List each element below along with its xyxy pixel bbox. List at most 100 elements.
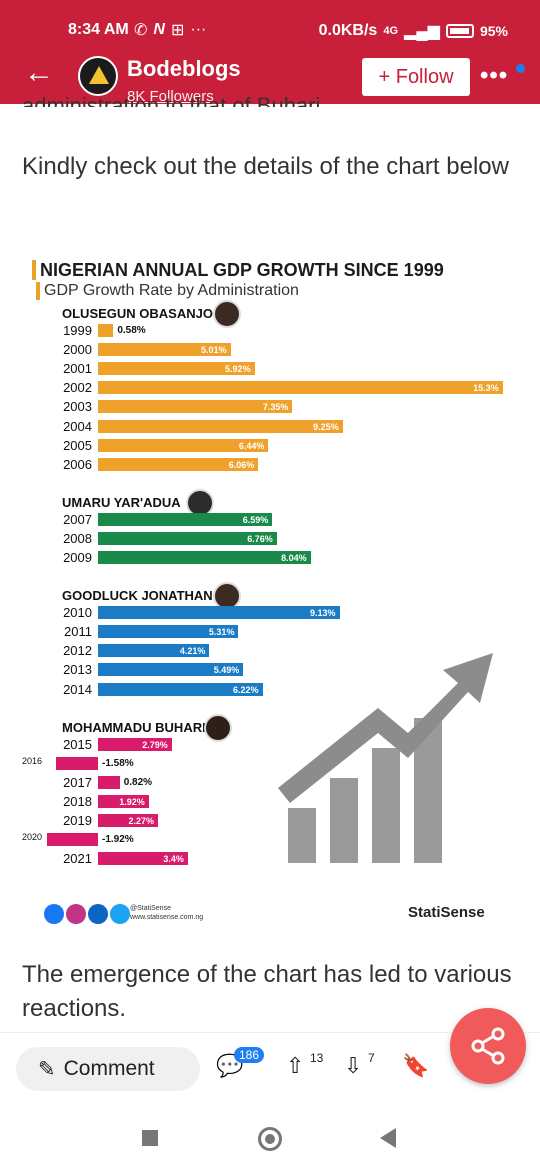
share-button[interactable] (450, 1008, 526, 1084)
bar-value-label: 6.44% (238, 440, 265, 451)
year-label: 2013 (63, 662, 92, 678)
downvote-count: 7 (368, 1051, 375, 1065)
article-cut-text: administration to that of Buhari (22, 93, 321, 107)
year-label: 2018 (63, 793, 92, 809)
gdp-bar (47, 833, 98, 847)
back-icon[interactable] (380, 1128, 396, 1148)
bar-value-label: 5.92% (225, 364, 251, 375)
back-arrow-icon[interactable]: ← (24, 56, 54, 89)
admin-heading: OLUSEGUN OBASANJO (62, 306, 213, 321)
source-url: www.statisense.com.ng (130, 914, 204, 921)
bar-value-label: 2.27% (128, 816, 155, 826)
bar-value-label: 6.76% (247, 533, 273, 544)
notification-icons: ✆ N ⊞ ··· (134, 20, 206, 40)
comment-count-badge: 186 (234, 1047, 265, 1063)
bar-value-label: 0.58% (117, 325, 146, 336)
gdp-bar (98, 457, 259, 471)
battery-icon (445, 24, 474, 38)
home-icon[interactable] (258, 1127, 282, 1151)
year-label: 2016 (21, 755, 42, 766)
whatsapp-icon: ✆ (134, 22, 148, 39)
gdp-bar (98, 531, 277, 545)
signal-4g-icon: 4G (383, 25, 399, 37)
comment-label: Comment (63, 1057, 155, 1080)
linkedin-icon (88, 904, 108, 924)
blog-header: ← Bodeblogs 8K Followers + Follow ••• (0, 50, 540, 105)
year-label: 2008 (63, 530, 92, 546)
comment-button[interactable]: ✎ Comment (16, 1047, 200, 1091)
gdp-bar (98, 794, 149, 808)
bar-value-label: -1.92% (102, 834, 134, 846)
downvote-icon[interactable]: ⇩ (344, 1053, 363, 1078)
bar-value-label: 15.3% (473, 383, 499, 394)
app-plus-icon: ⊞ (170, 22, 185, 39)
bar-value-label: 5.49% (213, 665, 240, 676)
bar-value-label: 6.06% (228, 459, 255, 470)
bar-value-label: 2.79% (142, 739, 168, 750)
bar-value-label: 7.35% (262, 402, 289, 413)
gdp-bar (98, 438, 269, 452)
more-options-icon[interactable]: ••• (480, 62, 509, 89)
year-label: 2019 (63, 813, 92, 828)
follow-button[interactable]: + Follow (362, 58, 470, 96)
upvote-count: 13 (310, 1051, 324, 1065)
gdp-bar (56, 756, 98, 770)
bar-value-label: 3.4% (163, 854, 184, 865)
year-label: 2020 (21, 832, 42, 843)
year-label: 2005 (63, 437, 92, 453)
chart-source: @StatiSense www.statisense.com.ng (130, 904, 203, 922)
gdp-bar (98, 644, 210, 658)
chart-subtitle: GDP Growth Rate by Administration (36, 282, 299, 300)
year-label: 2002 (63, 380, 92, 396)
upvote-icon[interactable]: ⇧ (286, 1053, 305, 1078)
gdp-bar (98, 606, 340, 620)
year-label: 1999 (63, 323, 92, 338)
admin-portrait (213, 300, 241, 328)
gdp-bar (98, 324, 114, 337)
admin-heading: MOHAMMADU BUHARI (62, 719, 206, 735)
gdp-bar (98, 400, 293, 414)
year-label: 2006 (63, 456, 92, 472)
gdp-bar (98, 663, 244, 677)
admin-heading: UMARU YAR'ADUA (62, 494, 181, 510)
gdp-bar (98, 775, 120, 789)
bar-value-label: -1.58% (102, 757, 134, 769)
gdp-chart-image: NIGERIAN ANNUAL GDP GROWTH SINCE 1999 GD… (20, 248, 520, 938)
facebook-icon (44, 904, 64, 924)
gdp-bar (98, 852, 188, 866)
blog-name[interactable]: Bodeblogs (127, 56, 241, 81)
bookmark-icon[interactable]: 🔖 (402, 1053, 430, 1078)
status-bar: 8:34 AM ✆ N ⊞ ··· 0.0KB/s 4G ▂▄▆ 95% (0, 0, 540, 58)
notification-dot-icon (516, 64, 525, 73)
chart-title: NIGERIAN ANNUAL GDP GROWTH SINCE 1999 (32, 260, 444, 280)
year-label: 2001 (63, 361, 92, 377)
status-time: 8:34 AM (68, 21, 129, 38)
gdp-bar (98, 682, 263, 696)
blog-avatar[interactable] (78, 56, 118, 96)
chart-brand: StatiSense (408, 904, 485, 921)
recents-icon[interactable] (142, 1130, 158, 1146)
gdp-bar (98, 419, 343, 433)
twitter-icon (110, 904, 130, 924)
bar-value-label: 9.13% (309, 608, 336, 619)
gdp-bar (98, 551, 311, 564)
admin-heading: GOODLUCK JONATHAN (62, 588, 213, 604)
bar-value-label: 9.25% (313, 421, 339, 432)
bar-value-label: 6.59% (242, 514, 269, 525)
bar-value-label: 0.82% (123, 776, 153, 788)
gdp-bar (98, 625, 239, 639)
status-right: 0.0KB/s 4G ▂▄▆ 95% (319, 21, 508, 41)
growth-arrow-graphic (278, 653, 493, 863)
system-nav-bar (0, 1108, 540, 1170)
bar-value-label: 5.31% (208, 627, 235, 638)
gdp-bar (98, 343, 231, 357)
app-n-icon: N (153, 21, 165, 38)
followers-count: 8K Followers (127, 88, 214, 105)
year-label: 2011 (64, 624, 92, 640)
more-notifications-icon: ··· (190, 21, 207, 38)
gdp-bar (98, 814, 159, 827)
share-icon (471, 1027, 505, 1065)
year-label: 2007 (63, 511, 92, 527)
bar-value-label: 4.21% (179, 646, 206, 657)
year-label: 2009 (63, 550, 92, 565)
